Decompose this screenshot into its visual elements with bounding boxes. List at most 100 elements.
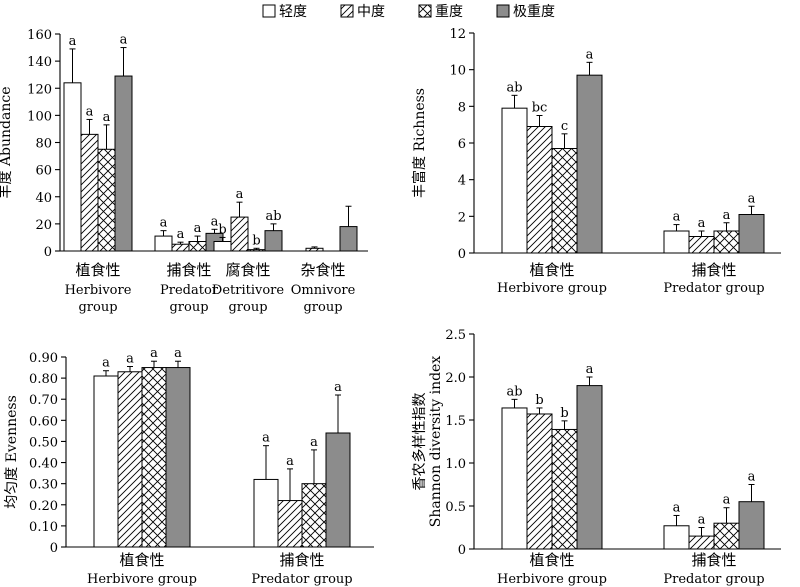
significance-label: a — [723, 493, 731, 508]
bar-heavy — [301, 483, 327, 548]
bar-heavy — [713, 522, 740, 550]
y-tick-label: 6 — [458, 137, 466, 152]
significance-label: a — [748, 191, 756, 206]
significance-label: a — [174, 346, 182, 361]
bar-moderate — [117, 371, 143, 548]
bar-heavy — [188, 241, 207, 252]
bar-light — [154, 235, 173, 252]
y-tick-label: 0.30 — [29, 478, 58, 493]
significance-label: a — [102, 356, 110, 371]
category-label-cn: 植食性 — [75, 261, 120, 279]
category-label-en: Herbivore group — [497, 281, 607, 296]
bar-moderate — [230, 216, 249, 252]
category-label-en: Detritivore — [212, 283, 284, 298]
bar-extreme — [738, 214, 765, 254]
significance-label: a — [211, 214, 219, 229]
y-axis-label: 均匀度 Evenness — [4, 395, 20, 509]
significance-label: bc — [532, 101, 548, 116]
significance-label: a — [262, 431, 270, 446]
y-tick-label: 0 — [458, 543, 466, 558]
significance-label: a — [160, 216, 168, 231]
y-tick-label: 1.0 — [445, 457, 466, 472]
legend-swatch-gray — [496, 4, 510, 18]
legend-label: 极重度 — [513, 4, 555, 20]
bar-extreme — [738, 501, 765, 550]
category-label-en: Herbivore group — [497, 572, 607, 587]
y-tick-label: 0.80 — [29, 372, 58, 387]
significance-label: a — [586, 362, 594, 377]
significance-label: a — [286, 454, 294, 469]
bar-moderate — [688, 535, 715, 550]
y-tick-label: 2.5 — [445, 328, 466, 343]
y-tick-label: 140 — [27, 55, 52, 70]
chart-panel-3: 0 0.10 0.20 0.30 0.40 0.50 0.60 0.70 0.80 0.90 均匀度… — [4, 346, 374, 587]
bar-extreme — [576, 385, 603, 550]
y-tick-label: 0.5 — [445, 500, 466, 515]
y-tick-label: 0.10 — [29, 520, 58, 535]
bar-extreme — [325, 432, 351, 548]
legend-swatch-crosshatch — [418, 4, 432, 18]
bar-light — [501, 407, 528, 550]
bar-moderate — [305, 247, 324, 252]
significance-label: b — [218, 222, 226, 237]
y-tick-label: 12 — [449, 27, 466, 42]
legend-swatch-diagonal — [340, 4, 354, 18]
bar-extreme — [264, 230, 283, 252]
bar-light — [93, 375, 119, 548]
legend-item-moderate: 中度 — [340, 4, 385, 20]
significance-label: a — [334, 380, 342, 395]
significance-label: ab — [506, 384, 522, 399]
y-axis-label: 丰度 Abundance — [0, 86, 14, 198]
bar-light — [663, 230, 690, 254]
y-tick-label: 60 — [35, 164, 52, 179]
significance-label: a — [150, 346, 158, 361]
y-tick-label: 0.20 — [29, 499, 58, 514]
y-tick-label: 0.40 — [29, 457, 58, 472]
bar-heavy — [713, 230, 740, 254]
y-tick-label: 0.50 — [29, 435, 58, 450]
bar-extreme — [165, 367, 191, 548]
legend-swatch-white — [262, 4, 276, 18]
y-tick-label: 0 — [44, 245, 52, 260]
y-tick-label: 0.90 — [29, 351, 58, 366]
legend-label: 轻度 — [279, 4, 307, 20]
bar-heavy — [247, 249, 266, 252]
significance-label: ab — [265, 209, 281, 224]
bar-extreme — [576, 74, 603, 254]
bar-light — [63, 82, 82, 252]
significance-label: a — [236, 187, 244, 202]
y-tick-label: 0.60 — [29, 414, 58, 429]
significance-label: b — [560, 406, 568, 421]
bar-moderate — [80, 133, 99, 252]
bar-heavy — [551, 428, 578, 550]
significance-label: a — [673, 500, 681, 515]
bar-moderate — [688, 236, 715, 254]
significance-label: a — [120, 33, 128, 48]
y-tick-label: 120 — [27, 82, 52, 97]
bar-extreme — [114, 75, 133, 252]
bar-moderate — [171, 243, 190, 252]
significance-label: a — [673, 210, 681, 225]
bar-light — [213, 241, 232, 252]
category-label-cn: 杂食性 — [300, 261, 345, 279]
y-tick-label: 10 — [449, 64, 466, 79]
significance-label: b — [535, 393, 543, 408]
bar-light — [501, 107, 528, 254]
y-tick-label: 2.0 — [445, 371, 466, 386]
bar-extreme — [339, 226, 358, 252]
chart-panel-4: 0 0.5 1.0 1.5 2.0 2.5 香农多样性指数 Shannon diversity… — [411, 328, 781, 587]
y-tick-label: 20 — [35, 218, 52, 233]
y-tick-label: 0 — [50, 541, 58, 556]
y-tick-label: 8 — [458, 100, 466, 115]
category-label-cn: 腐食性 — [225, 261, 270, 279]
significance-label: a — [586, 47, 594, 62]
significance-label: a — [723, 208, 731, 223]
legend-label: 中度 — [357, 4, 385, 20]
category-label-cn: 捕食性 — [691, 551, 736, 569]
significance-label: a — [69, 34, 77, 49]
y-tick-label: 40 — [35, 191, 52, 206]
category-label-cn: 植食性 — [529, 551, 574, 569]
significance-label: ab — [506, 80, 522, 95]
